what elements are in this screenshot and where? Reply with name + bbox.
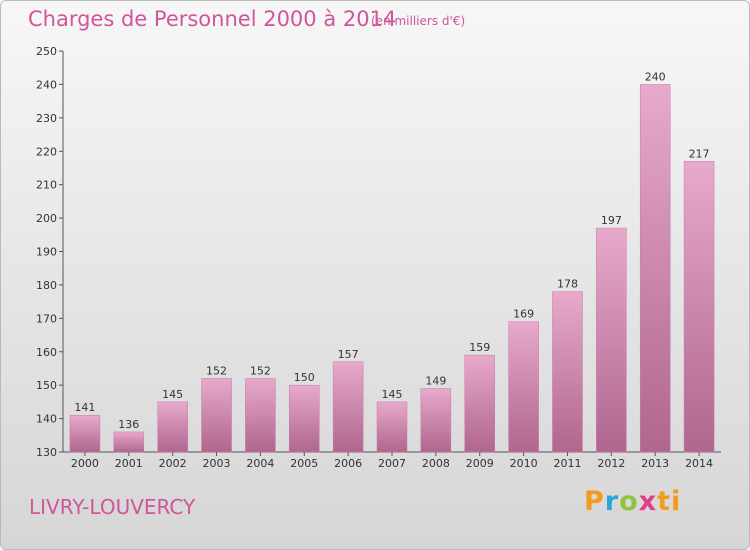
bar xyxy=(157,401,188,453)
data-label: 152 xyxy=(206,364,227,377)
bar xyxy=(464,354,495,453)
bar xyxy=(639,84,671,453)
data-label: 159 xyxy=(469,341,490,354)
x-tick-label: 2005 xyxy=(290,457,318,470)
bar xyxy=(113,431,145,453)
commune-name: LIVRY-LOUVERCY xyxy=(29,495,196,519)
data-label: 145 xyxy=(162,388,183,401)
x-tick-label: 2012 xyxy=(597,457,625,470)
data-label: 157 xyxy=(338,348,359,361)
chart-title: Charges de Personnel 2000 à 2014 xyxy=(28,7,397,31)
chart-axes: 130 140 150 160 170 180 190 200 210 220 230 240 250 2… xyxy=(36,45,721,470)
data-label: 240 xyxy=(645,70,666,83)
bar xyxy=(376,401,408,453)
data-label: 152 xyxy=(250,364,271,377)
x-tick-label: 2006 xyxy=(334,457,362,470)
data-label: 178 xyxy=(557,278,578,291)
bar xyxy=(69,414,101,453)
x-tick-label: 2000 xyxy=(71,457,99,470)
x-tick-label: 2009 xyxy=(466,457,494,470)
y-tick-label: 150 xyxy=(36,379,57,392)
logo-letter: P xyxy=(584,486,605,517)
y-tick-label: 170 xyxy=(36,312,57,325)
bar xyxy=(683,161,715,453)
x-tick-label: 2007 xyxy=(378,457,406,470)
y-tick-label: 220 xyxy=(36,145,57,158)
y-tick-label: 210 xyxy=(36,179,57,192)
x-tick-label: 2001 xyxy=(115,457,143,470)
x-tick-label: 2008 xyxy=(422,457,450,470)
y-tick-label: 200 xyxy=(36,212,57,225)
x-tick-label: 2014 xyxy=(685,457,713,470)
logo-letter: ti xyxy=(657,486,682,517)
x-tick-label: 2011 xyxy=(553,457,581,470)
bar xyxy=(245,378,276,453)
y-tick-label: 180 xyxy=(36,279,57,292)
x-tick-label: 2003 xyxy=(203,457,231,470)
bar xyxy=(201,378,232,453)
y-tick-label: 130 xyxy=(36,446,57,459)
value-labels: 141 136 145 152 152 150 157 145 149 159 169 178 197 2… xyxy=(74,70,709,431)
data-label: 141 xyxy=(74,401,95,414)
logo-letter: r xyxy=(604,486,620,517)
x-tick-label: 2013 xyxy=(641,457,669,470)
y-tick-label: 190 xyxy=(36,246,57,259)
data-label: 169 xyxy=(513,308,534,321)
chart-subtitle: (en milliers d'€) xyxy=(371,14,466,28)
bar xyxy=(508,321,539,453)
y-tick-label: 240 xyxy=(36,78,57,91)
bar xyxy=(596,227,627,453)
logo-letter: o xyxy=(619,486,639,517)
data-label: 217 xyxy=(689,147,710,160)
logo-letter: x xyxy=(638,486,658,517)
data-label: 136 xyxy=(118,418,139,431)
x-tick-label: 2002 xyxy=(159,457,187,470)
proxiti-logo[interactable]: Proxti xyxy=(584,486,681,517)
data-label: 149 xyxy=(425,375,446,388)
y-tick-label: 160 xyxy=(36,346,57,359)
data-label: 197 xyxy=(601,214,622,227)
bar xyxy=(289,384,320,453)
y-tick-label: 140 xyxy=(36,413,57,426)
y-tick-label: 230 xyxy=(36,112,57,125)
data-label: 150 xyxy=(294,371,315,384)
data-label: 145 xyxy=(382,388,403,401)
x-tick-label: 2010 xyxy=(510,457,538,470)
bar xyxy=(332,361,364,453)
bar-series xyxy=(69,84,715,453)
y-tick-label: 250 xyxy=(36,45,57,58)
bar xyxy=(552,291,583,453)
x-tick-label: 2004 xyxy=(246,457,274,470)
bar xyxy=(420,388,452,453)
